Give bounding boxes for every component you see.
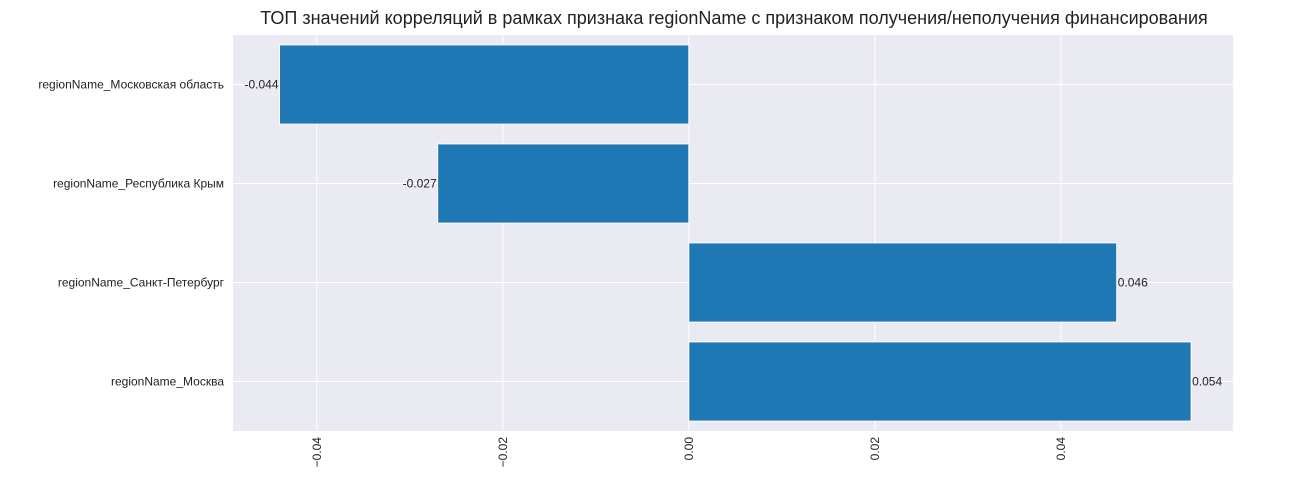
x-axis: −0.04 −0.02 0.00 0.02 0.04 [310,437,1068,468]
bar [279,44,690,125]
x-tick-label: 0.04 [1054,437,1068,461]
chart-title: ТОП значений корреляций в рамках признак… [260,8,1208,28]
x-tick-label: 0.00 [682,437,696,461]
bar [437,143,690,224]
y-tick-label: regionName_Санкт-Петербург [58,276,225,290]
data-label: 0.046 [1118,276,1148,290]
bar [688,341,1192,422]
bars [279,44,1192,422]
data-labels: -0.044 -0.027 0.046 0.054 [244,78,1222,389]
bar [688,242,1118,323]
x-tick-label: −0.04 [310,437,324,468]
data-label: -0.027 [403,177,437,191]
data-label: 0.054 [1192,375,1222,389]
data-label: -0.044 [244,78,278,92]
x-tick-label: 0.02 [868,437,882,461]
y-axis: regionName_Московская область regionName_… [38,78,224,389]
y-tick-label: regionName_Москва [111,375,224,389]
y-tick-label: regionName_Республика Крым [53,177,224,191]
y-tick-label: regionName_Московская область [38,78,224,92]
x-tick-label: −0.02 [496,437,510,468]
